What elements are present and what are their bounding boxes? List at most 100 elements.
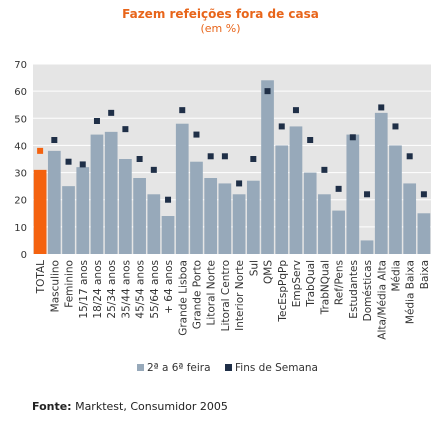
bar (246, 180, 260, 254)
marker-point (321, 166, 328, 173)
x-tick-label: Grande Lisboa (177, 260, 189, 336)
x-tick-label: TOTAL (35, 260, 47, 294)
x-tick-label: Feminino (64, 260, 76, 308)
marker-point (250, 156, 257, 162)
bar (175, 123, 189, 254)
x-tick-label: Ref/Pens (334, 260, 346, 305)
marker-point (292, 107, 299, 114)
x-tick-label: Média (390, 260, 402, 292)
x-tick-label: 35/44 anos (120, 260, 132, 319)
bar (275, 145, 289, 254)
x-tick-label: TrabNQual (319, 260, 331, 315)
marker-point (79, 161, 86, 168)
legend: 2ª a 6ª feira Fins de Semana (137, 362, 318, 374)
bar (133, 178, 146, 254)
bar-series (33, 80, 431, 255)
chart-subtitle: (em %) (200, 22, 241, 35)
marker-point (392, 123, 399, 130)
y-tick-label: 30 (14, 169, 27, 180)
marker-point (65, 158, 72, 165)
marker-point (264, 88, 271, 95)
x-tick-label: Domésticas (362, 260, 374, 321)
x-tick-label: 45/54 anos (135, 260, 147, 319)
bar (261, 80, 274, 255)
legend-swatch-weekday (137, 364, 144, 371)
x-tick-label: Interior Norte (234, 260, 246, 331)
source-note: Fonte: Marktest, Consumidor 2005 (32, 400, 228, 413)
x-tick-label: Baixa (419, 260, 431, 289)
x-tick-label: 18/24 anos (92, 260, 104, 319)
bar (389, 145, 402, 254)
bar (104, 131, 118, 254)
x-axis: TOTAL Masculino Feminino 15/17 anos 18/24 an… (35, 260, 431, 340)
x-tick-label: TecEspPqPp (277, 260, 289, 323)
bar (161, 216, 175, 254)
y-tick-label: 50 (14, 114, 27, 125)
y-axis: 0 10 20 30 40 50 60 70 (14, 60, 27, 261)
marker-point (122, 126, 129, 133)
marker-series (37, 88, 427, 203)
bar (332, 210, 345, 254)
y-tick-label: 40 (14, 141, 27, 152)
x-tick-label: 55/64 anos (149, 260, 161, 319)
marker-point (207, 153, 214, 160)
x-tick-label: QMS (263, 260, 275, 284)
marker-point (236, 180, 243, 187)
marker-point (179, 107, 186, 114)
x-tick-label: Litoral Centro (220, 260, 232, 331)
marker-point (37, 147, 44, 154)
marker-point (51, 137, 58, 143)
marker-point (420, 191, 427, 198)
bar (417, 213, 431, 254)
marker-point (108, 109, 115, 116)
x-tick-label: + 64 anos (163, 260, 175, 314)
y-tick-label: 60 (14, 87, 27, 98)
bar (76, 167, 90, 254)
marker-point (406, 153, 413, 160)
y-tick-label: 20 (14, 196, 27, 207)
x-tick-label: Média Baixa (405, 260, 417, 324)
x-tick-label: 15/17 anos (78, 260, 90, 319)
bar (374, 112, 388, 254)
bar (47, 150, 61, 254)
marker-point (335, 185, 342, 192)
bar (360, 240, 374, 254)
x-tick-label: Grande Porto (191, 260, 203, 329)
x-tick-label: Masculino (49, 260, 61, 312)
x-tick-label: EmpServ (291, 260, 303, 307)
x-tick-label: Estudantes (348, 260, 360, 319)
bar (346, 134, 360, 254)
bar (318, 194, 331, 254)
marker-point (193, 131, 200, 138)
bar (289, 126, 303, 254)
marker-point (165, 196, 172, 203)
legend-label-weekend: Fins de Semana (235, 362, 318, 374)
y-tick-label: 0 (21, 250, 27, 261)
legend-swatch-weekend (225, 364, 232, 371)
bar (303, 172, 317, 254)
x-tick-label: Litoral Norte (206, 260, 218, 326)
bar (218, 183, 232, 254)
bar (90, 134, 104, 254)
marker-point (150, 166, 157, 173)
x-tick-label: TrabQual (305, 260, 317, 308)
marker-point (221, 153, 228, 160)
source-text: Marktest, Consumidor 2005 (71, 400, 228, 413)
marker-point (378, 104, 385, 111)
legend-label-weekday: 2ª a 6ª feira (147, 362, 211, 374)
marker-point (364, 191, 371, 198)
bar (204, 178, 218, 254)
bar (403, 183, 417, 254)
bar (33, 169, 47, 254)
y-tick-label: 10 (14, 223, 27, 234)
x-tick-label: Sul (248, 260, 260, 276)
bar (147, 194, 161, 254)
marker-point (307, 137, 314, 143)
bar (62, 186, 75, 254)
marker-point (278, 123, 285, 130)
marker-point (93, 118, 100, 124)
source-label: Fonte: (32, 400, 72, 413)
x-tick-label: 25/34 anos (106, 260, 118, 319)
x-tick-label: Alta/Média Alta (376, 260, 388, 340)
